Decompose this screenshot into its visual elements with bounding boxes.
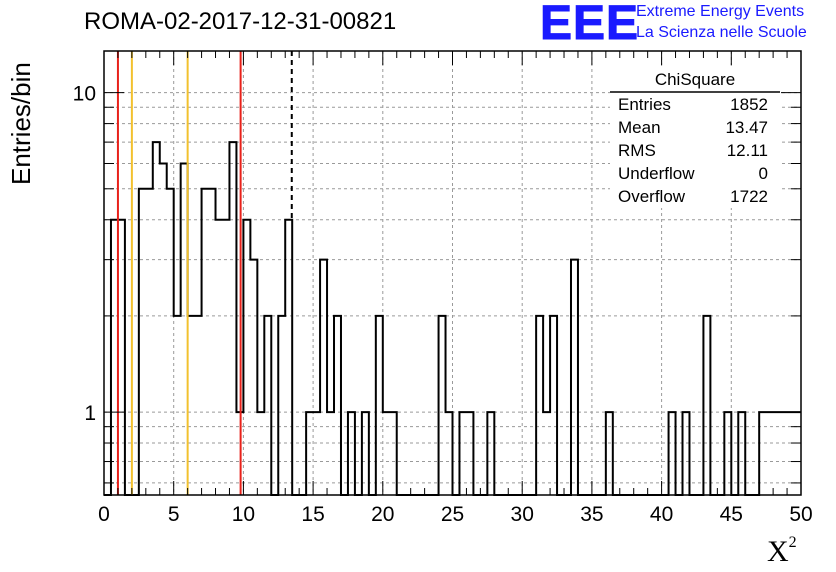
histogram-bin bbox=[362, 412, 369, 495]
histogram-bin bbox=[669, 412, 676, 495]
x-tick-label: 10 bbox=[232, 503, 255, 526]
eee-logo: EEE bbox=[539, 0, 640, 51]
stats-row-value: 1722 bbox=[730, 187, 768, 206]
x-tick-label: 50 bbox=[789, 503, 812, 526]
stats-row-label: RMS bbox=[618, 141, 656, 160]
x-tick-label: 15 bbox=[301, 503, 324, 526]
x-tick-label: 0 bbox=[98, 503, 110, 526]
y-tick-label: 1 bbox=[84, 402, 96, 425]
histogram-bin bbox=[278, 316, 285, 495]
histogram-bin bbox=[181, 163, 188, 495]
stats-row-value: 1852 bbox=[730, 95, 768, 114]
histogram-bin bbox=[683, 412, 690, 495]
histogram-bin bbox=[118, 220, 125, 495]
histogram-bin bbox=[209, 189, 216, 495]
histogram-bin bbox=[724, 412, 731, 495]
histogram-bin bbox=[571, 260, 578, 495]
stats-row-label: Underflow bbox=[618, 164, 695, 183]
x-tick-label: 30 bbox=[511, 503, 534, 526]
histogram-bin bbox=[550, 316, 557, 495]
histogram-bin bbox=[250, 260, 257, 495]
histogram-bin bbox=[243, 220, 250, 495]
histogram-bin bbox=[174, 316, 181, 495]
histogram-bin bbox=[188, 316, 195, 495]
x-tick-label: 40 bbox=[650, 503, 673, 526]
histogram-bin bbox=[222, 220, 229, 495]
histogram-bin bbox=[229, 142, 236, 495]
histogram-bin bbox=[285, 220, 292, 495]
histogram-bin bbox=[264, 316, 271, 495]
stats-row-value: 13.47 bbox=[725, 118, 768, 137]
histogram-bin bbox=[376, 316, 383, 495]
histogram-bin bbox=[780, 412, 787, 495]
x-axis-label-base: X bbox=[767, 535, 789, 568]
histogram-bin bbox=[195, 316, 202, 495]
histogram-bin bbox=[759, 412, 766, 495]
histogram-bin bbox=[202, 189, 209, 495]
histogram-bin bbox=[487, 412, 494, 495]
histogram-bin bbox=[167, 189, 174, 495]
x-tick-label: 5 bbox=[168, 503, 180, 526]
histogram-bin bbox=[313, 412, 320, 495]
histogram-bin bbox=[216, 220, 223, 495]
histogram-bin bbox=[327, 412, 334, 495]
histogram-bin bbox=[390, 412, 397, 495]
histogram-bin bbox=[766, 412, 773, 495]
histogram-bin bbox=[543, 412, 550, 495]
stats-row-label: Entries bbox=[618, 95, 671, 114]
histogram-bin bbox=[738, 412, 745, 495]
histogram-bin bbox=[466, 412, 473, 495]
logo-subtitle-line-2: La Scienza nelle Scuole bbox=[636, 24, 807, 41]
histogram-bin bbox=[334, 316, 341, 495]
stats-row-label: Mean bbox=[618, 118, 661, 137]
histogram-bin bbox=[139, 189, 146, 495]
x-tick-label: 25 bbox=[441, 503, 464, 526]
x-axis-label: X2 bbox=[767, 534, 797, 569]
histogram-bin bbox=[111, 220, 118, 495]
histogram-bin bbox=[773, 412, 780, 495]
histogram-bin bbox=[439, 316, 446, 495]
histogram-bin bbox=[153, 142, 160, 495]
histogram-bin bbox=[703, 316, 710, 495]
histogram-bin bbox=[320, 260, 327, 495]
y-tick-label: 10 bbox=[73, 83, 96, 106]
x-tick-label: 35 bbox=[580, 503, 603, 526]
x-axis-label-superscript: 2 bbox=[788, 534, 797, 551]
histogram-bin bbox=[536, 316, 543, 495]
histogram-bin bbox=[606, 412, 613, 495]
histogram-bin bbox=[160, 163, 167, 495]
histogram-bin bbox=[146, 189, 153, 495]
stats-row-value: 12.11 bbox=[727, 141, 768, 160]
stats-box-title: ChiSquare bbox=[655, 70, 735, 89]
stats-row-label: Overflow bbox=[618, 187, 686, 206]
histogram-bin bbox=[306, 412, 313, 495]
histogram-bin bbox=[348, 412, 355, 495]
histogram-bin bbox=[459, 412, 466, 495]
chart-title: ROMA-02-2017-12-31-00821 bbox=[84, 8, 397, 35]
x-tick-label: 45 bbox=[720, 503, 743, 526]
logo-subtitle-line-1: Extreme Energy Events bbox=[636, 3, 805, 20]
histogram-bin bbox=[257, 412, 264, 495]
histogram-bin bbox=[383, 412, 390, 495]
histogram-bin bbox=[446, 412, 453, 495]
stats-row-value: 0 bbox=[759, 164, 768, 183]
x-tick-label: 20 bbox=[371, 503, 394, 526]
